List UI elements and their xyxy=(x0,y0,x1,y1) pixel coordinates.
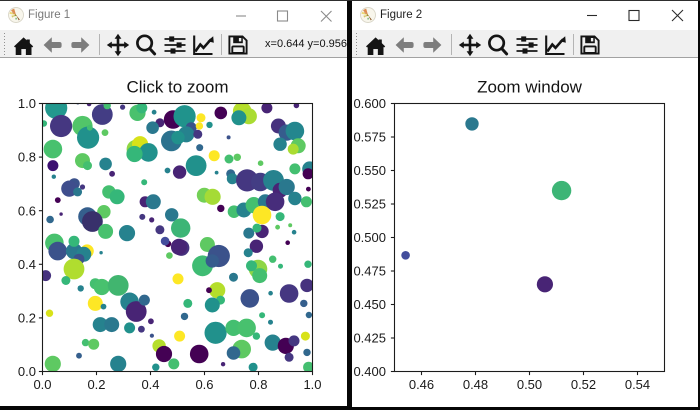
svg-text:0.52: 0.52 xyxy=(571,377,596,392)
svg-text:0.575: 0.575 xyxy=(353,130,386,145)
svg-text:0.425: 0.425 xyxy=(353,331,386,346)
svg-text:0.0: 0.0 xyxy=(18,364,36,379)
svg-text:0.525: 0.525 xyxy=(353,197,386,212)
svg-text:1.0: 1.0 xyxy=(303,377,321,392)
svg-text:0.48: 0.48 xyxy=(463,377,488,392)
svg-text:0.4: 0.4 xyxy=(18,257,36,272)
svg-text:0.6: 0.6 xyxy=(18,203,36,218)
svg-text:0.8: 0.8 xyxy=(249,377,267,392)
svg-text:0.550: 0.550 xyxy=(353,163,386,178)
svg-text:Click to zoom: Click to zoom xyxy=(126,78,228,97)
svg-text:Zoom window: Zoom window xyxy=(477,78,583,97)
svg-text:0.0: 0.0 xyxy=(33,377,51,392)
svg-text:0.6: 0.6 xyxy=(195,377,213,392)
svg-text:0.500: 0.500 xyxy=(353,230,386,245)
svg-text:0.54: 0.54 xyxy=(625,377,650,392)
svg-text:0.46: 0.46 xyxy=(409,377,434,392)
svg-text:0.450: 0.450 xyxy=(353,297,386,312)
svg-text:0.400: 0.400 xyxy=(353,364,386,379)
svg-text:1.0: 1.0 xyxy=(18,96,36,111)
svg-text:0.2: 0.2 xyxy=(18,311,36,326)
svg-text:0.50: 0.50 xyxy=(517,377,542,392)
svg-text:0.8: 0.8 xyxy=(18,150,36,165)
svg-text:0.4: 0.4 xyxy=(141,377,159,392)
svg-text:0.475: 0.475 xyxy=(353,264,386,279)
svg-text:0.600: 0.600 xyxy=(353,96,386,111)
svg-text:0.2: 0.2 xyxy=(87,377,105,392)
